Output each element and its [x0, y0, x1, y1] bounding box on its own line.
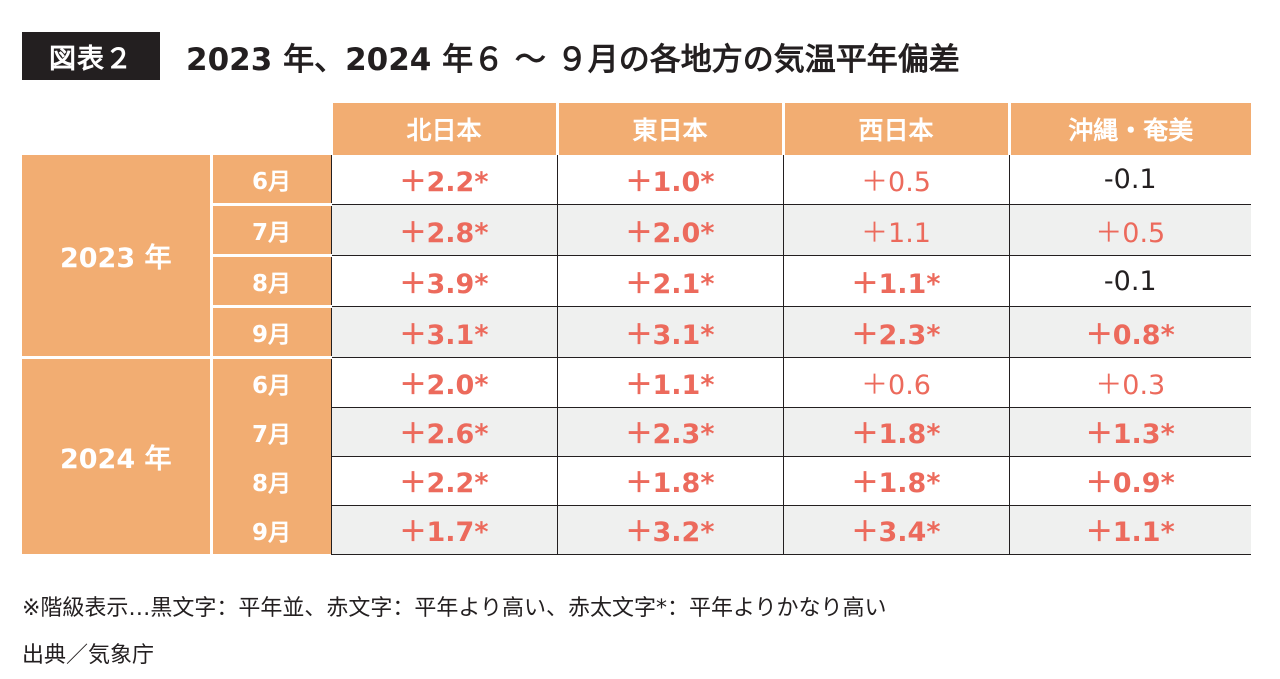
temperature-anomaly-table: 北日本 東日本 西日本 沖縄・奄美 2023 年 6月 ＋2.2* ＋1.0* ＋0.5…: [22, 103, 1251, 555]
year-label: 2023 年: [22, 155, 213, 359]
month-label: 6月: [211, 357, 331, 407]
legend-note: ※階級表示…黒文字：平年並、赤文字：平年より高い、赤太文字*：平年よりかなり高い: [22, 596, 887, 621]
month-label: 9月: [211, 505, 331, 554]
month-label: 7月: [211, 407, 331, 456]
column-header-east: 東日本: [555, 103, 783, 155]
anomaly-cell: ＋1.1*: [1008, 505, 1251, 555]
anomaly-cell: -0.1: [1008, 155, 1251, 205]
anomaly-cell: ＋3.2*: [556, 505, 783, 555]
anomaly-cell: ＋1.1*: [556, 357, 783, 408]
anomaly-cell: ＋2.2*: [330, 456, 557, 506]
source-note: 出典／気象庁: [22, 643, 155, 668]
anomaly-cell: ＋2.8*: [330, 204, 557, 256]
anomaly-cell: ＋2.1*: [556, 255, 783, 307]
column-header-west: 西日本: [781, 103, 1009, 155]
anomaly-cell: ＋0.5: [782, 155, 1009, 205]
anomaly-cell: ＋2.0*: [330, 357, 557, 408]
anomaly-cell: -0.1: [1008, 255, 1251, 307]
year-label: 2024 年: [22, 357, 213, 554]
anomaly-cell: ＋3.4*: [782, 505, 1009, 555]
figure-badge: 図表２: [22, 32, 160, 80]
anomaly-cell: ＋0.6: [782, 357, 1009, 408]
anomaly-cell: ＋2.2*: [330, 155, 557, 205]
column-header-north: 北日本: [329, 103, 557, 155]
table-row: 8月 ＋2.2* ＋1.8* ＋1.8* ＋0.9*: [22, 456, 1251, 506]
month-label: 7月: [211, 204, 331, 257]
anomaly-cell: ＋1.1: [782, 204, 1009, 256]
month-label: 8月: [211, 456, 331, 505]
anomaly-cell: ＋3.9*: [330, 255, 557, 307]
table-row: 7月 ＋2.8* ＋2.0* ＋1.1 ＋0.5: [22, 204, 1251, 257]
anomaly-cell: ＋1.0*: [556, 155, 783, 205]
column-header-okinawa: 沖縄・奄美: [1007, 103, 1251, 155]
anomaly-cell: ＋1.1*: [782, 255, 1009, 307]
header-corner: [22, 103, 331, 155]
anomaly-cell: ＋1.8*: [556, 456, 783, 506]
anomaly-cell: ＋0.9*: [1008, 456, 1251, 506]
table-row: 8月 ＋3.9* ＋2.1* ＋1.1* -0.1: [22, 255, 1251, 308]
header-row: 北日本 東日本 西日本 沖縄・奄美: [22, 103, 1251, 155]
table-row: 7月 ＋2.6* ＋2.3* ＋1.8* ＋1.3*: [22, 407, 1251, 457]
month-label: 6月: [211, 155, 331, 206]
anomaly-cell: ＋1.3*: [1008, 407, 1251, 457]
month-label: 9月: [211, 306, 331, 359]
figure-title-row: 図表２ 2023 年、2024 年６ 〜 ９月の各地方の気温平年偏差: [22, 30, 960, 82]
anomaly-cell: ＋2.0*: [556, 204, 783, 256]
anomaly-cell: ＋0.3: [1008, 357, 1251, 408]
table-body: 2023 年 6月 ＋2.2* ＋1.0* ＋0.5 -0.1 7月 ＋2.8* ＋2.0* ＋1…: [22, 155, 1251, 555]
anomaly-cell: ＋3.1*: [330, 306, 557, 358]
month-label: 8月: [211, 255, 331, 308]
figure-title: 2023 年、2024 年６ 〜 ９月の各地方の気温平年偏差: [186, 41, 960, 78]
anomaly-cell: ＋2.3*: [782, 306, 1009, 358]
anomaly-cell: ＋1.7*: [330, 505, 557, 555]
anomaly-cell: ＋0.8*: [1008, 306, 1251, 358]
anomaly-cell: ＋1.8*: [782, 456, 1009, 506]
anomaly-cell: ＋0.5: [1008, 204, 1251, 256]
table-row: 2024 年 6月 ＋2.0* ＋1.1* ＋0.6 ＋0.3: [22, 357, 1251, 554]
anomaly-cell: ＋1.8*: [782, 407, 1009, 457]
anomaly-cell: ＋2.3*: [556, 407, 783, 457]
anomaly-cell: ＋2.6*: [330, 407, 557, 457]
table-row: 9月 ＋3.1* ＋3.1* ＋2.3* ＋0.8*: [22, 306, 1251, 359]
table-row: 9月 ＋1.7* ＋3.2* ＋3.4* ＋1.1*: [22, 505, 1251, 555]
anomaly-cell: ＋3.1*: [556, 306, 783, 358]
table-row: 2023 年 6月 ＋2.2* ＋1.0* ＋0.5 -0.1: [22, 155, 1251, 359]
